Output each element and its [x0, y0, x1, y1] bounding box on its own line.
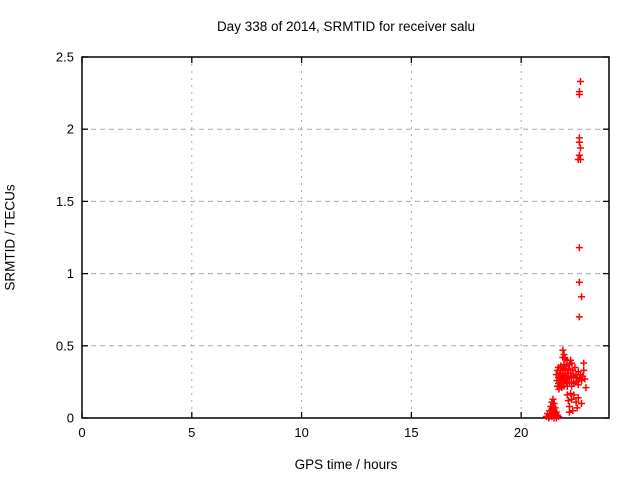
- data-point-marker: [568, 395, 576, 403]
- data-point-marker: [574, 381, 582, 389]
- data-point-marker: [575, 244, 583, 252]
- data-point-marker: [565, 361, 573, 369]
- data-point-marker: [578, 376, 586, 384]
- data-point-marker: [565, 408, 573, 416]
- x-tick-label: 5: [188, 425, 195, 440]
- data-point-marker: [571, 363, 579, 371]
- chart-title: Day 338 of 2014, SRMTID for receiver sal…: [216, 19, 476, 34]
- data-point-marker: [582, 384, 590, 392]
- data-point-marker: [575, 138, 583, 146]
- data-point-marker: [573, 404, 581, 412]
- data-point-marker: [554, 413, 562, 421]
- data-point-marker: [570, 391, 578, 399]
- y-tick-label: 0.5: [56, 338, 74, 353]
- data-point-marker: [578, 293, 586, 301]
- y-tick-label: 1: [67, 266, 74, 281]
- data-point-marker: [565, 378, 573, 386]
- data-point-marker: [551, 404, 559, 412]
- data-point-marker: [549, 395, 557, 403]
- data-point-marker: [567, 389, 575, 397]
- data-point-marker: [564, 397, 572, 405]
- data-point-marker: [575, 278, 583, 286]
- y-tick-label: 2: [67, 122, 74, 137]
- x-tick-label: 0: [78, 425, 85, 440]
- data-point-marker: [580, 366, 588, 374]
- data-point-marker: [576, 144, 584, 152]
- y-tick-label: 0: [67, 411, 74, 426]
- y-tick-label: 1.5: [56, 194, 74, 209]
- data-point-marker: [576, 78, 584, 86]
- data-point-marker: [581, 375, 589, 383]
- data-point-marker: [572, 398, 580, 406]
- plot-border: [81, 56, 610, 419]
- x-axis-label: GPS time / hours: [294, 457, 398, 472]
- x-tick-label: 10: [294, 425, 308, 440]
- data-point-marker: [576, 156, 584, 164]
- data-point-marker: [559, 346, 567, 354]
- data-point-marker: [575, 91, 583, 99]
- data-point-marker: [578, 400, 586, 408]
- x-tick-label: 20: [514, 425, 528, 440]
- data-point-marker: [580, 359, 588, 367]
- data-point-marker: [563, 391, 571, 399]
- data-point-marker: [569, 407, 577, 415]
- data-point-marker: [575, 151, 583, 159]
- data-point-marker: [564, 365, 572, 373]
- data-point-marker: [553, 411, 561, 419]
- y-tick-label: 2.5: [56, 50, 74, 65]
- data-point-marker: [550, 400, 558, 408]
- data-point-marker: [575, 313, 583, 321]
- x-tick-label: 15: [404, 425, 418, 440]
- data-point-marker: [574, 394, 582, 402]
